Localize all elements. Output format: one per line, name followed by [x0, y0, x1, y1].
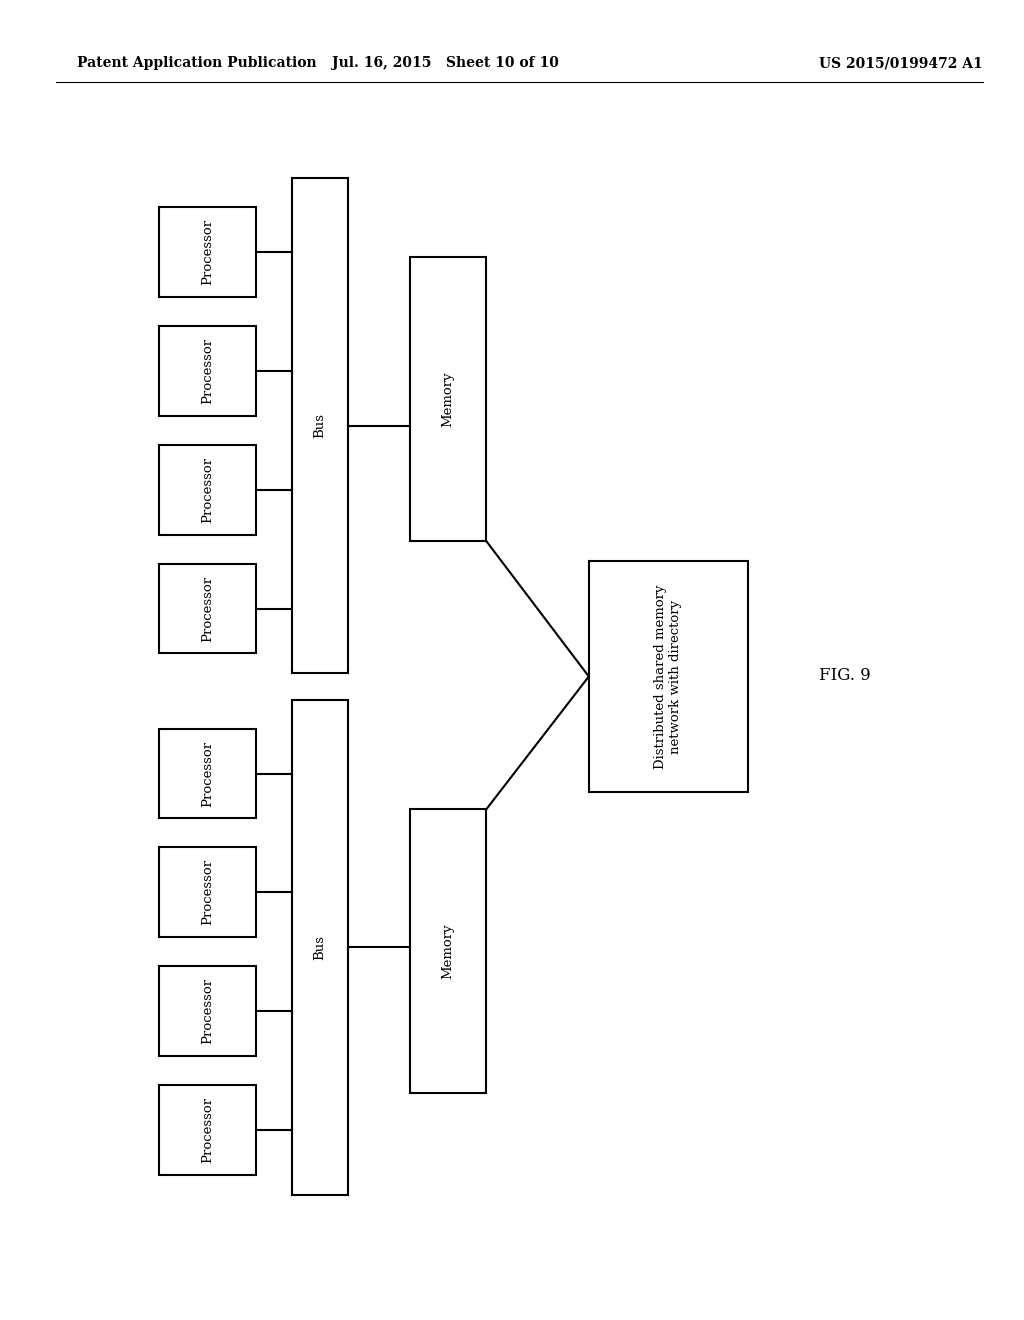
Bar: [159, 1085, 256, 1175]
Bar: [589, 561, 748, 792]
Text: Memory: Memory: [441, 371, 455, 428]
Text: Bus: Bus: [313, 935, 327, 960]
Text: Processor: Processor: [201, 219, 214, 285]
Text: Processor: Processor: [201, 741, 214, 807]
Bar: [159, 445, 256, 535]
Text: US 2015/0199472 A1: US 2015/0199472 A1: [819, 57, 983, 70]
Text: Processor: Processor: [201, 457, 214, 523]
Bar: [292, 700, 348, 1195]
Bar: [410, 809, 486, 1093]
Text: Patent Application Publication: Patent Application Publication: [77, 57, 316, 70]
Text: Bus: Bus: [313, 413, 327, 438]
Text: FIG. 9: FIG. 9: [819, 668, 871, 684]
Text: Jul. 16, 2015   Sheet 10 of 10: Jul. 16, 2015 Sheet 10 of 10: [332, 57, 559, 70]
Text: Processor: Processor: [201, 576, 214, 642]
Text: Processor: Processor: [201, 1097, 214, 1163]
Text: Distributed shared memory
network with directory: Distributed shared memory network with d…: [654, 585, 682, 768]
Text: Processor: Processor: [201, 978, 214, 1044]
Text: Processor: Processor: [201, 338, 214, 404]
Bar: [159, 729, 256, 818]
Text: Processor: Processor: [201, 859, 214, 925]
Bar: [159, 207, 256, 297]
Bar: [159, 966, 256, 1056]
Bar: [159, 326, 256, 416]
Bar: [292, 178, 348, 673]
Bar: [159, 847, 256, 937]
Bar: [159, 564, 256, 653]
Text: Memory: Memory: [441, 923, 455, 979]
Bar: [410, 257, 486, 541]
